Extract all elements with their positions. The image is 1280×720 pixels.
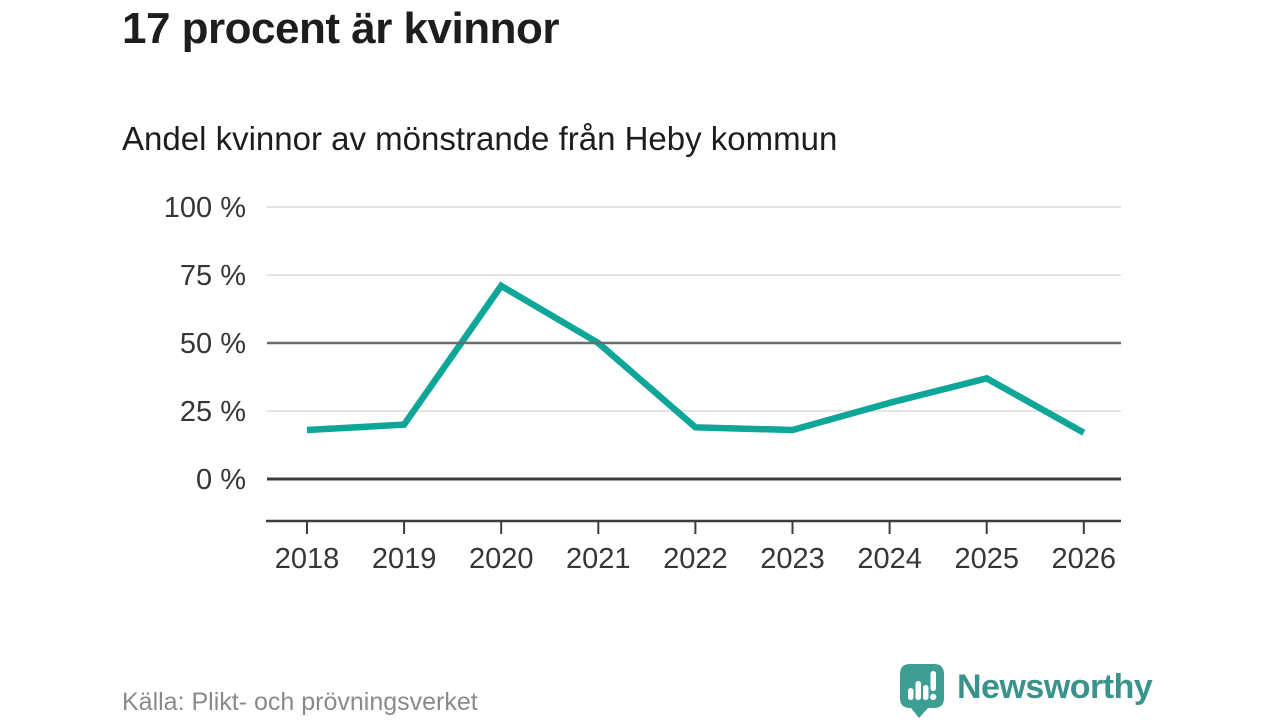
brand-logo: Newsworthy xyxy=(899,664,1153,718)
source-note: Källa: Plikt- och prövningsverket xyxy=(122,688,478,716)
data-line-andel-kvinnor xyxy=(306,281,1086,436)
chart-subtitle: Andel kvinnor av mönstrande från Heby ko… xyxy=(122,120,838,157)
x-tick-label-2026: 2026 xyxy=(1052,543,1117,575)
newsworthy-logo-icon xyxy=(900,664,944,718)
x-tick-label-2020: 2020 xyxy=(469,543,534,575)
x-tick-label-2024: 2024 xyxy=(857,543,922,575)
x-tick-label-2021: 2021 xyxy=(566,543,631,575)
page-title: 17 procent är kvinnor xyxy=(122,4,559,53)
y-tick-label-0: 0 % xyxy=(196,464,246,496)
x-tick-label-2018: 2018 xyxy=(275,543,340,575)
x-tick-label-2022: 2022 xyxy=(663,543,728,575)
y-tick-label-50: 50 % xyxy=(180,328,246,360)
brand-name: Newsworthy xyxy=(957,667,1153,706)
x-tick-label-2019: 2019 xyxy=(372,543,437,575)
y-tick-label-100: 100 % xyxy=(164,192,246,224)
y-tick-label-75: 75 % xyxy=(180,260,246,292)
x-tick-label-2023: 2023 xyxy=(760,543,825,575)
x-tick-label-2025: 2025 xyxy=(954,543,1019,575)
y-tick-label-25: 25 % xyxy=(180,396,246,428)
